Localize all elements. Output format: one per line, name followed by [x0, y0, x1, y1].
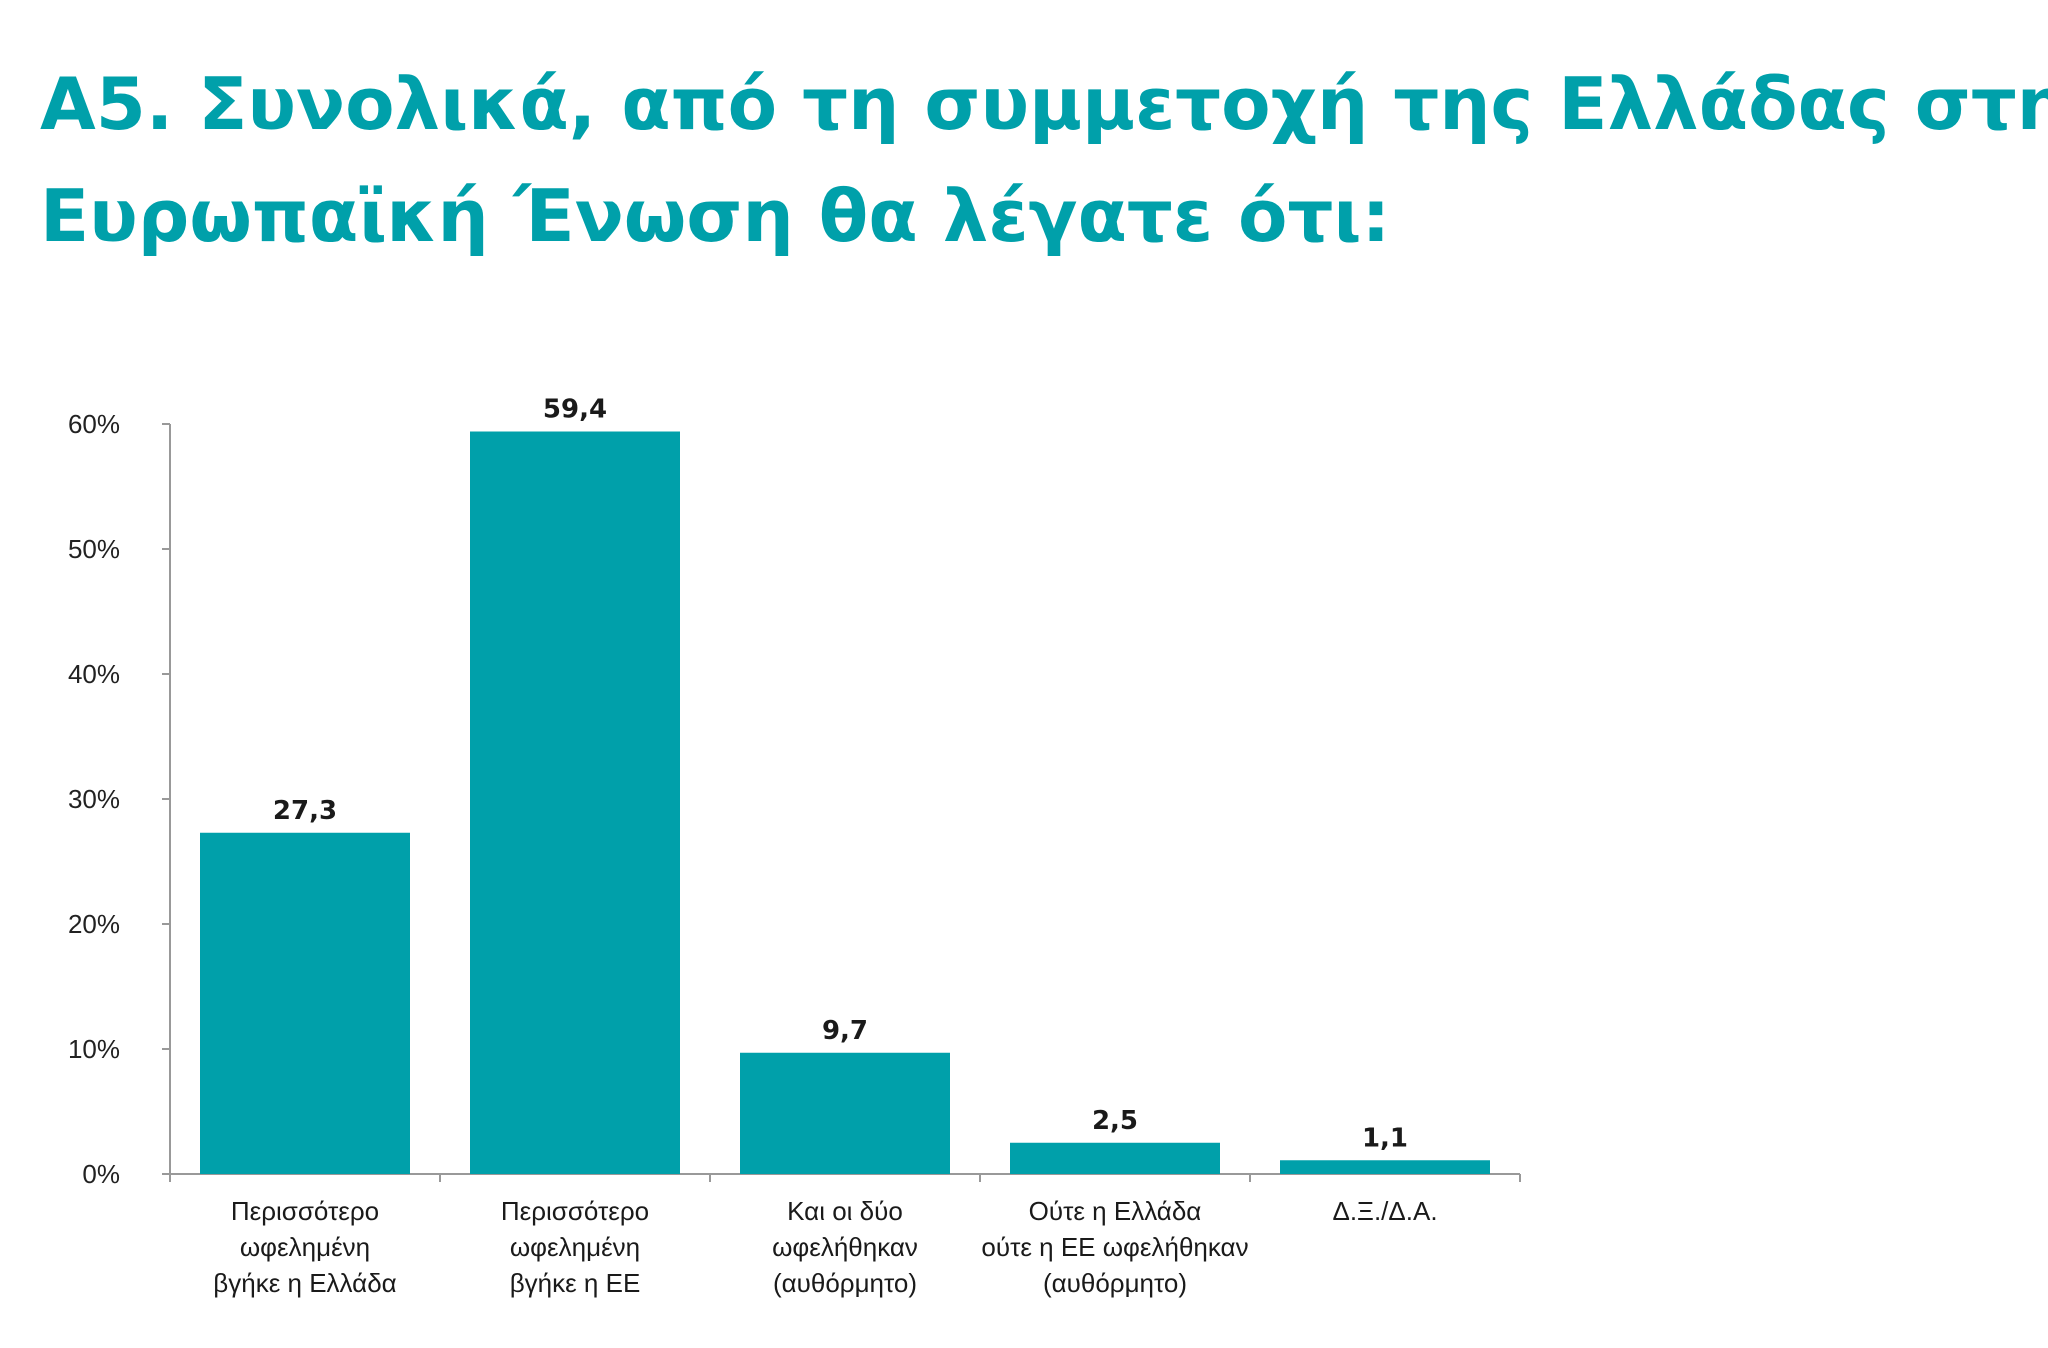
y-tick-label: 10% [68, 1034, 120, 1064]
data-label: 9,7 [822, 1016, 868, 1046]
bars [200, 431, 1490, 1174]
y-axis: 0% 10% 20% 30% 40% 50% 60% [68, 409, 171, 1189]
x-axis [169, 1173, 1521, 1182]
data-label: 2,5 [1092, 1106, 1138, 1136]
data-label: 59,4 [543, 395, 607, 425]
x-tick-label: Και οι δύο ωφελήθηκαν (αυθόρμητο) [772, 1196, 918, 1298]
bar [200, 832, 410, 1174]
y-tick-label: 20% [68, 909, 120, 939]
chart-title: Α5. Συνολικά, από τη συμμετοχή της Ελλάδ… [40, 48, 2048, 272]
category-labels: Περισσότερο ωφελημένη βγήκε η Ελλάδα Περισσ… [213, 1196, 1437, 1298]
value-labels: 27,3 59,4 9,7 2,5 1,1 [273, 395, 1408, 1154]
chart-title-line-1: Α5. Συνολικά, από τη συμμετοχή της Ελλάδ… [40, 62, 2048, 146]
y-tick-label: 30% [68, 784, 120, 814]
data-label: 1,1 [1362, 1123, 1408, 1153]
y-tick-label: 40% [68, 659, 120, 689]
chart-title-line-2: Ευρωπαϊκή Ένωση θα λέγατε ότι: [40, 174, 1391, 258]
bar [740, 1052, 950, 1174]
y-tick-label: 0% [82, 1159, 120, 1189]
data-label: 27,3 [273, 796, 337, 826]
x-tick-label: Ούτε η Ελλάδα ούτε η ΕΕ ωφελήθηκαν (αυθόρμ… [981, 1196, 1248, 1298]
x-tick-label: Δ.Ξ./Δ.Α. [1332, 1196, 1437, 1226]
bar [1280, 1160, 1490, 1174]
bar [470, 431, 680, 1174]
x-tick-label: Περισσότερο ωφελημένη βγήκε η ΕΕ [501, 1196, 649, 1298]
bar [1010, 1142, 1220, 1174]
y-tick-label: 60% [68, 409, 120, 439]
x-tick-label: Περισσότερο ωφελημένη βγήκε η Ελλάδα [213, 1196, 396, 1298]
y-tick-label: 50% [68, 534, 120, 564]
